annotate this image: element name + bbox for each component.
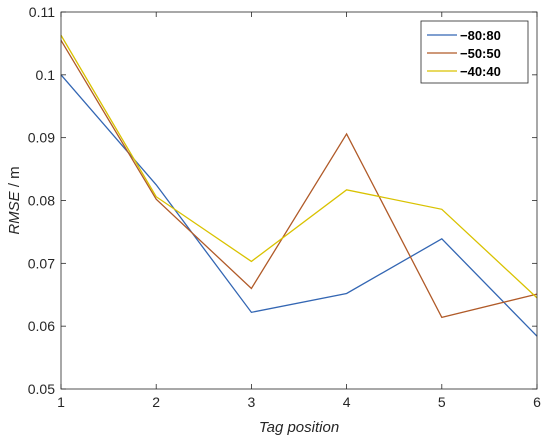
legend-label: −50:50 [460, 46, 501, 61]
y-tick-label: 0.07 [28, 255, 55, 271]
y-tick-label: 0.06 [28, 318, 55, 334]
y-tick-label: 0.05 [28, 381, 55, 397]
x-tick-label: 2 [152, 394, 160, 410]
x-tick-label: 1 [57, 394, 65, 410]
y-tick-label: 0.09 [28, 130, 55, 146]
x-tick-label: 4 [343, 394, 351, 410]
series-line-40-40 [60, 34, 538, 299]
axes-layer: 1 2 3 4 5 6 0.05 0.06 0.07 0.08 0.09 0.1 0.11 [28, 4, 541, 410]
y-axis-title: RMSE / m [6, 166, 23, 234]
legend-label: −40:40 [460, 64, 501, 79]
series-line-80-80 [60, 74, 538, 337]
x-axis-title: Tag position [259, 419, 339, 436]
y-axis-title-variable: RMSE [6, 190, 23, 234]
x-tick-label: 6 [533, 394, 541, 410]
y-axis-title-unit: / m [6, 166, 23, 191]
series-layer [60, 34, 538, 337]
y-tick-label: 0.08 [28, 193, 55, 209]
legend-box [420, 20, 529, 84]
legend-label: −80:80 [460, 28, 501, 43]
legend: −80:80 −50:50 −40:40 [420, 20, 529, 84]
y-tick-label: 0.1 [36, 67, 56, 83]
x-tick-label: 3 [248, 394, 256, 410]
y-tick-label: 0.11 [29, 4, 55, 20]
x-tick-label: 5 [438, 394, 446, 410]
series-line-50-50 [60, 39, 538, 319]
